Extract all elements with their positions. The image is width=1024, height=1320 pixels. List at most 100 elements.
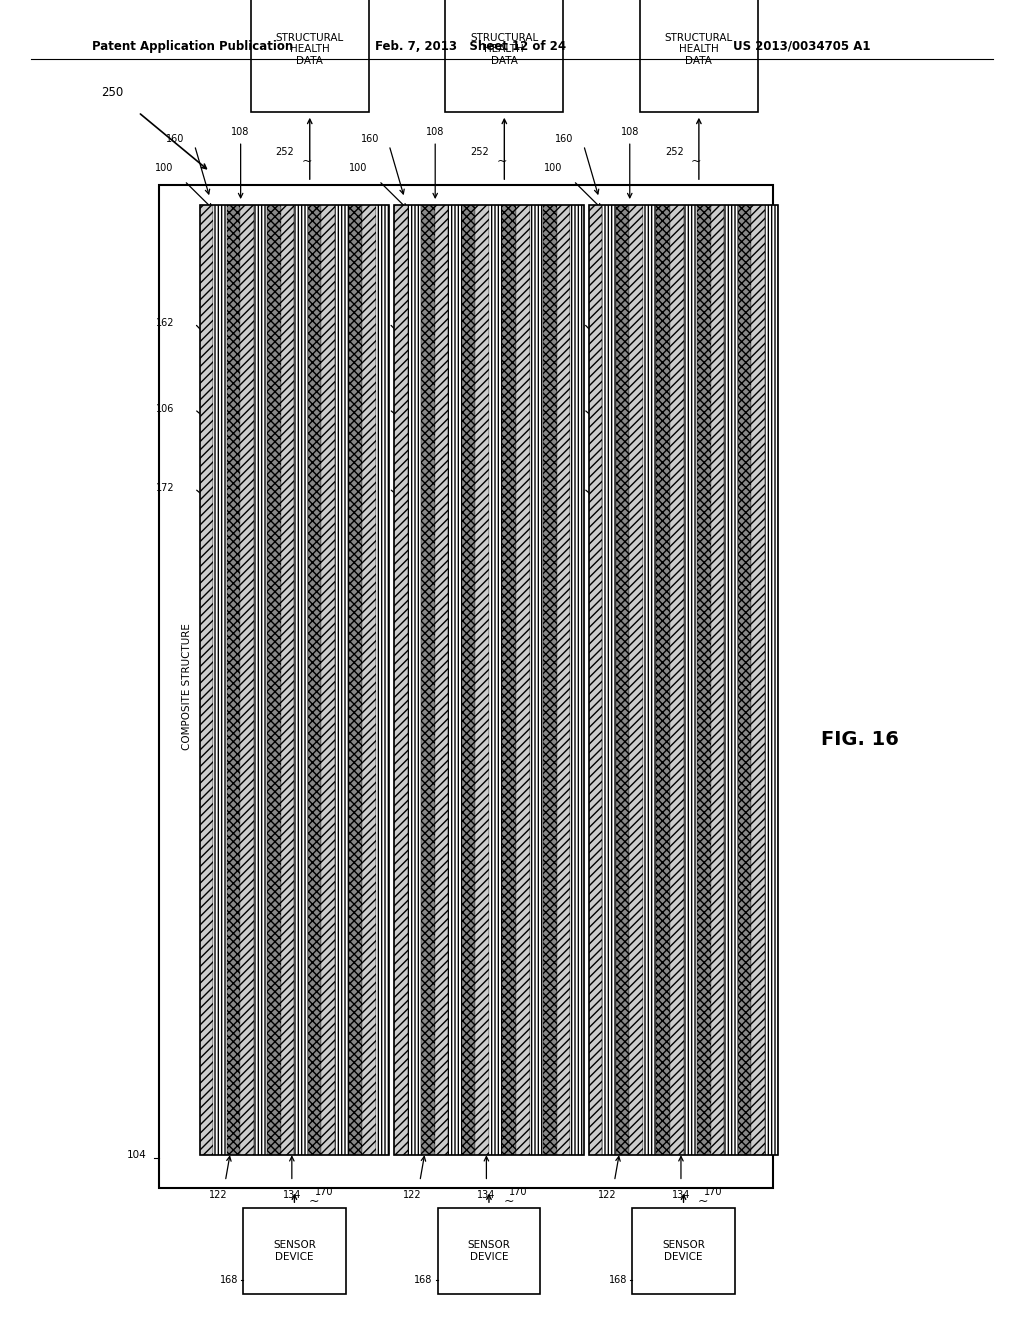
Text: Patent Application Publication: Patent Application Publication [92,40,294,53]
Text: ~: ~ [497,154,507,168]
Text: 168: 168 [609,1275,627,1286]
Bar [408,205,421,1155]
Text: ~: ~ [301,154,312,168]
Bar [602,205,615,1155]
Bar [394,205,408,1155]
Text: US 2013/0034705 A1: US 2013/0034705 A1 [733,40,870,53]
Bar [589,205,602,1155]
Bar [697,205,711,1155]
Text: 134: 134 [672,1189,690,1200]
Text: STRUCTURAL
HEALTH
DATA: STRUCTURAL HEALTH DATA [665,33,733,66]
Bar [765,205,778,1155]
Bar [267,205,281,1155]
Text: SENSOR
DEVICE: SENSOR DEVICE [273,1239,315,1262]
Text: ~: ~ [309,1195,319,1208]
Text: 250: 250 [101,86,124,99]
Bar [543,205,557,1155]
Text: 134: 134 [477,1189,496,1200]
Bar [684,205,697,1155]
Text: STRUCTURAL
HEALTH
DATA: STRUCTURAL HEALTH DATA [470,33,539,66]
Text: 252: 252 [470,147,489,157]
Text: 160: 160 [360,133,379,144]
Bar [615,205,630,1155]
Bar [213,205,226,1155]
Text: COMPOSITE STRUCTURE: COMPOSITE STRUCTURE [182,623,193,750]
Text: 170: 170 [705,1187,723,1197]
Text: 168: 168 [415,1275,433,1286]
Text: 162: 162 [545,318,563,329]
Bar [335,205,348,1155]
Text: 106: 106 [545,404,563,414]
Text: 252: 252 [275,147,295,157]
Bar [445,0,563,112]
Text: Feb. 7, 2013   Sheet 12 of 24: Feb. 7, 2013 Sheet 12 of 24 [376,40,566,53]
Text: 106: 106 [350,404,369,414]
Bar [159,185,773,1188]
Text: 100: 100 [544,162,562,173]
Text: 172: 172 [545,483,563,494]
Text: ~: ~ [504,1195,514,1208]
Text: 162: 162 [156,318,174,329]
Bar [589,205,778,1155]
Text: ~: ~ [698,1195,709,1208]
Bar [503,205,516,1155]
Text: SENSOR
DEVICE: SENSOR DEVICE [663,1239,705,1262]
Text: 100: 100 [349,162,368,173]
Bar [630,205,643,1155]
Bar [489,205,503,1155]
Bar [632,1208,734,1294]
Text: 134: 134 [283,1189,301,1200]
Bar [308,205,322,1155]
Bar [322,205,335,1155]
Bar [529,205,543,1155]
Bar [711,205,724,1155]
Bar [251,0,369,112]
Text: 122: 122 [598,1189,616,1200]
Bar [200,205,213,1155]
Text: 108: 108 [231,127,250,137]
Text: ~: ~ [690,154,701,168]
Bar [557,205,570,1155]
Text: 160: 160 [555,133,573,144]
Bar [348,205,362,1155]
Text: 100: 100 [155,162,173,173]
Text: SENSOR
DEVICE: SENSOR DEVICE [468,1239,510,1262]
Bar [438,1208,541,1294]
Bar [244,1208,346,1294]
Bar [200,205,389,1155]
Bar [394,205,584,1155]
Text: 106: 106 [156,404,174,414]
Bar [226,205,241,1155]
Bar [376,205,389,1155]
Bar [462,205,475,1155]
Text: 122: 122 [209,1189,227,1200]
Bar [475,205,489,1155]
Text: FIG. 16: FIG. 16 [821,730,899,748]
Bar [295,205,308,1155]
Text: 122: 122 [403,1189,422,1200]
Bar [362,205,376,1155]
Bar [394,205,584,1155]
Text: 172: 172 [350,483,369,494]
Bar [281,205,295,1155]
Text: 162: 162 [350,318,369,329]
Text: 160: 160 [166,133,184,144]
Bar [449,205,462,1155]
Bar [254,205,267,1155]
Text: 252: 252 [665,147,684,157]
Text: 104: 104 [127,1150,146,1160]
Bar [435,205,449,1155]
Bar [724,205,737,1155]
Bar [670,205,684,1155]
Bar [200,205,389,1155]
Bar [516,205,529,1155]
Bar [241,205,254,1155]
Bar [421,205,435,1155]
Text: STRUCTURAL
HEALTH
DATA: STRUCTURAL HEALTH DATA [275,33,344,66]
Bar [589,205,778,1155]
Text: 108: 108 [621,127,639,137]
Bar [643,205,656,1155]
Text: 172: 172 [156,483,174,494]
Text: 108: 108 [426,127,444,137]
Bar [570,205,584,1155]
